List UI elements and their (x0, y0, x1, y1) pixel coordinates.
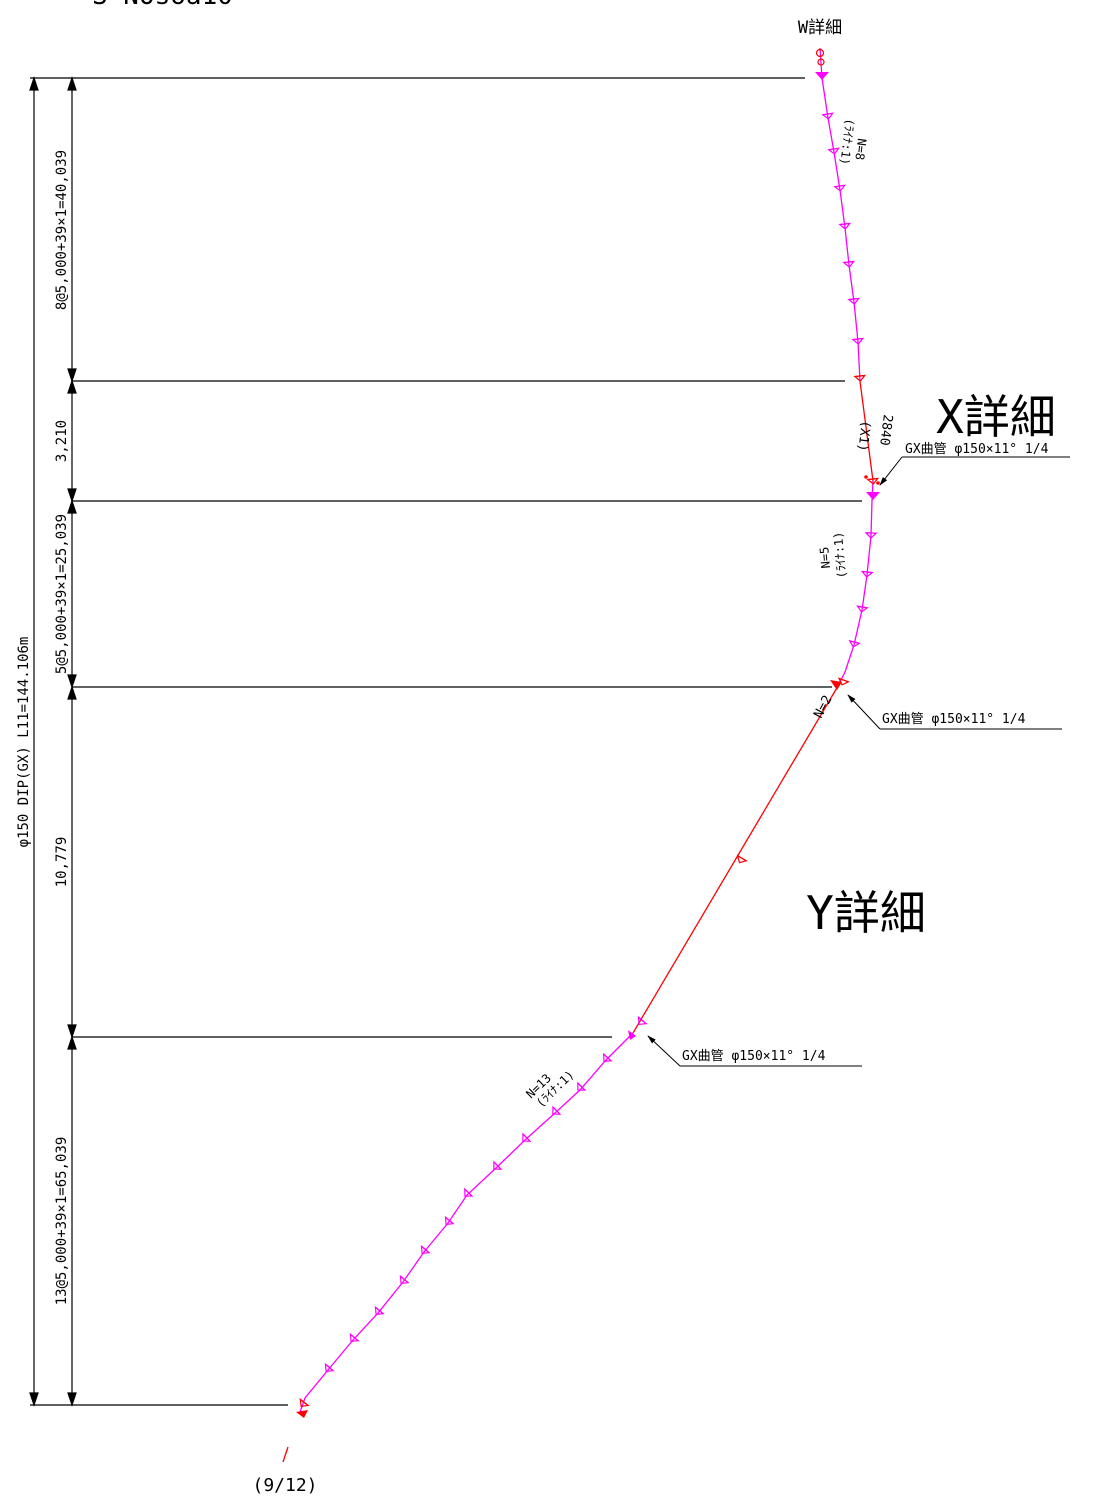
bend-callout-2: GX曲管 φ150×11° 1/4 (847, 694, 1062, 730)
cut-pipe-length: 2840 (876, 414, 895, 447)
run-1-count: N=8 (852, 138, 869, 161)
segment-2-label: 3,210 (54, 420, 70, 462)
bend-callout-2-text: GX曲管 φ150×11° 1/4 (882, 712, 1026, 727)
segment-5-label: 13@5,000+39×1=65,039 (54, 1137, 70, 1306)
sheet-reference: (9/12) (252, 1475, 317, 1496)
pipe-route (282, 47, 874, 1463)
overall-length-label: φ150 DIP(GX) L11=144.106m (16, 637, 32, 848)
segment-4-label: 10,779 (54, 837, 70, 888)
run-3-count: N=5 (817, 546, 833, 569)
bend-callout-1-text: GX曲管 φ150×11° 1/4 (905, 442, 1049, 457)
bend-callout-1: GX曲管 φ150×11° 1/4 (879, 442, 1070, 486)
x-detail-label: X詳細 (936, 390, 1056, 444)
y-detail-label: Y詳細 (806, 886, 926, 940)
dimension-lines (29, 76, 862, 1407)
run-3-spec: (ﾗｲﾅ:1) (831, 531, 849, 579)
cut-pipe-note: 2840 (X1) (854, 414, 895, 453)
header-partial-text: S NOsoa10 (92, 0, 233, 11)
run-5-note: N=13 (ﾗｲﾅ:1) (523, 1068, 576, 1111)
bend-callout-3-text: GX曲管 φ150×11° 1/4 (682, 1049, 826, 1064)
run-1-spec: (ﾗｲﾅ:1) (837, 118, 857, 166)
run-1-note: N=8 (ﾗｲﾅ:1) (837, 118, 869, 166)
bend-callout-3: GX曲管 φ150×11° 1/4 (647, 1035, 862, 1067)
cut-pipe-spec: (X1) (854, 420, 873, 453)
run-3-note: N=5 (ﾗｲﾅ:1) (817, 531, 849, 579)
segment-3-label: 5@5,000+39×1=25,039 (54, 514, 70, 674)
pipe-joints (296, 48, 880, 1418)
w-detail-label: W詳細 (798, 18, 842, 38)
segment-1-label: 8@5,000+39×1=40,039 (54, 150, 70, 310)
